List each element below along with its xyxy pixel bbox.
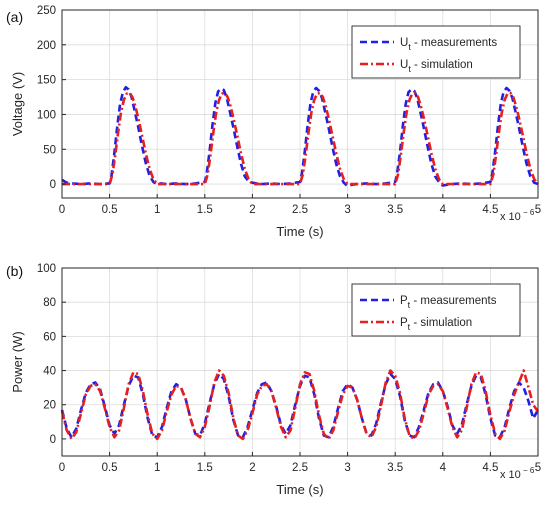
x-axis-multiplier: x 10 − 6 — [500, 466, 535, 481]
x-tick-label: 4.5 — [482, 204, 498, 216]
y-tick-label: 100 — [37, 263, 56, 275]
multiplier-base: x 10 — [500, 211, 521, 223]
y-tick-label: 250 — [37, 5, 56, 17]
legend-entry-0: Pt - measurements — [400, 295, 497, 310]
x-tick-label: 3.5 — [387, 462, 403, 474]
y-tick-label: 0 — [50, 179, 56, 191]
legend-subscript: t — [408, 64, 411, 74]
legend-text: - simulation — [410, 317, 472, 329]
y-tick-label: 60 — [43, 331, 56, 343]
x-tick-label: 0.5 — [102, 462, 118, 474]
legend-box — [351, 283, 521, 337]
legend-symbol: U — [400, 59, 408, 71]
x-tick-label: 0 — [59, 204, 65, 216]
x-tick-label: 3.5 — [387, 204, 403, 216]
legend-entry-1: Ut - simulation — [400, 59, 473, 74]
multiplier-exponent: − 6 — [521, 466, 535, 475]
y-tick-label: 50 — [43, 144, 56, 156]
x-tick-label: 2.5 — [292, 462, 308, 474]
x-tick-label: 0.5 — [102, 204, 118, 216]
legend-symbol: U — [400, 37, 408, 49]
series-line-1 — [62, 91, 540, 186]
x-tick-label: 5 — [535, 204, 541, 216]
y-tick-label: 40 — [43, 366, 56, 378]
y-axis-label: Power (W) — [10, 331, 25, 392]
multiplier-base: x 10 — [500, 469, 521, 481]
y-tick-label: 0 — [50, 434, 56, 446]
x-axis-label: Time (s) — [276, 482, 323, 497]
x-tick-label: 5 — [535, 462, 541, 474]
x-tick-label: 3 — [344, 204, 350, 216]
legend-symbol: P — [400, 317, 408, 329]
legend-entry-0: Ut - measurements — [400, 37, 497, 52]
x-tick-label: 1.5 — [197, 462, 213, 474]
legend-subscript: t — [408, 300, 411, 310]
series-line-1 — [60, 369, 540, 441]
x-tick-label: 0 — [59, 462, 65, 474]
x-tick-label: 4.5 — [482, 462, 498, 474]
legend-subscript: t — [408, 322, 411, 332]
y-tick-label: 100 — [37, 109, 56, 121]
legend-text: - simulation — [411, 59, 473, 71]
legend-subscript: t — [408, 42, 411, 52]
x-tick-label: 2.5 — [292, 204, 308, 216]
x-axis-multiplier: x 10 − 6 — [500, 208, 535, 223]
panel-label: (a) — [6, 9, 23, 25]
y-tick-label: 20 — [43, 400, 56, 412]
x-tick-label: 4 — [440, 204, 447, 216]
chart-panel-0: 0 0.5 1 1.5 2 2.5 3 3.5 4 4.5 5050100150200250Time… — [6, 5, 541, 239]
y-tick-label: 200 — [37, 40, 56, 52]
x-tick-label: 1.5 — [197, 204, 213, 216]
legend-text: - measurements — [411, 37, 498, 49]
y-tick-label: 80 — [43, 297, 56, 309]
legend-entry-1: Pt - simulation — [400, 317, 472, 332]
x-tick-label: 4 — [440, 462, 447, 474]
x-tick-label: 3 — [344, 462, 350, 474]
panel-label: (b) — [6, 263, 23, 279]
x-tick-label: 2 — [249, 462, 255, 474]
x-axis-label: Time (s) — [276, 224, 323, 239]
legend-text: - measurements — [410, 295, 497, 307]
y-tick-label: 150 — [37, 75, 56, 87]
y-axis-label: Voltage (V) — [10, 72, 25, 136]
legend-symbol: P — [400, 295, 408, 307]
multiplier-exponent: − 6 — [521, 208, 535, 217]
legend-box — [351, 25, 521, 79]
x-tick-label: 1 — [154, 462, 160, 474]
x-tick-label: 2 — [249, 204, 255, 216]
chart-panel-1: 0 0.5 1 1.5 2 2.5 3 3.5 4 4.5 5 0 20 40 60 80 100 Time (s… — [6, 263, 541, 497]
x-tick-label: 1 — [154, 204, 160, 216]
